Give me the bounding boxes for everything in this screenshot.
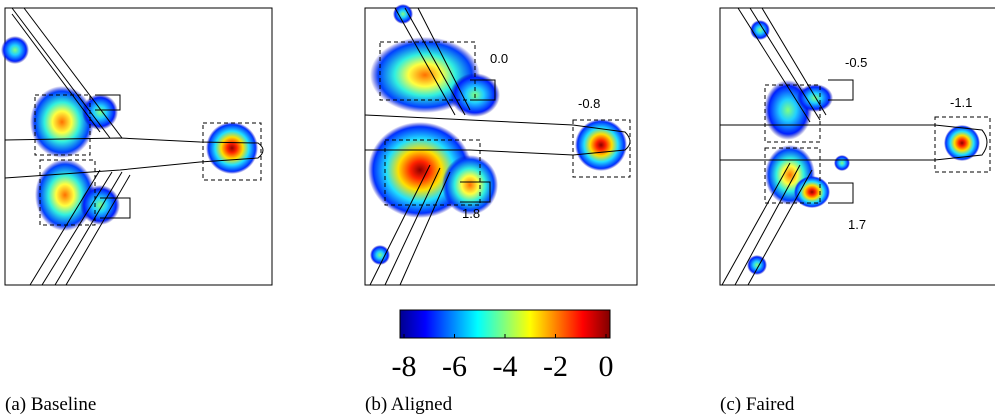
panel-baseline — [1, 7, 273, 286]
colorbar: -8 -6 -4 -2 0 — [392, 309, 614, 383]
wing-outline — [369, 164, 451, 286]
fuselage-outline — [4, 137, 264, 179]
source-blob — [944, 125, 980, 161]
panel-aligned: 0.0 -0.8 1.8 — [364, 4, 638, 286]
nacelle-outline — [828, 79, 854, 204]
source-blob — [206, 122, 258, 174]
source-blob — [575, 119, 627, 171]
nacelle-outline — [95, 94, 131, 219]
wing-outline — [29, 169, 131, 286]
source-blob — [35, 159, 95, 231]
panel-faired: -0.5 -1.1 1.7 — [719, 7, 995, 286]
annotation: 1.8 — [462, 206, 480, 221]
source-blob — [1, 36, 29, 64]
nacelle-outline — [460, 79, 496, 203]
annotation: 0.0 — [490, 51, 508, 66]
integration-box — [934, 116, 991, 173]
integration-box — [764, 147, 821, 204]
colorbar-gradient — [399, 309, 611, 339]
caption: (a) Baseline — [5, 394, 96, 415]
source-blob — [370, 245, 390, 265]
source-blob — [797, 84, 833, 112]
source-blob — [834, 155, 850, 171]
source-blob — [393, 4, 413, 24]
wing-outline — [721, 162, 813, 286]
annotation: 1.7 — [848, 217, 866, 232]
source-blob — [794, 176, 830, 208]
annotation: -0.8 — [578, 96, 600, 111]
annotation: -1.1 — [950, 95, 972, 110]
wing-outline — [737, 7, 827, 123]
integration-box — [379, 41, 476, 101]
integration-box — [39, 159, 96, 226]
source-blob — [750, 20, 770, 40]
source-blob — [442, 155, 498, 215]
colorbar-tick-label: -8 — [392, 350, 417, 383]
colorbar-tick-label: -2 — [543, 350, 568, 383]
colorbar-tick-label: 0 — [599, 350, 614, 383]
colorbar-tick-label: -6 — [442, 350, 467, 383]
source-blob — [30, 86, 94, 158]
wing-outline — [394, 7, 471, 116]
integration-box — [384, 139, 481, 206]
caption: (c) Faired — [720, 394, 795, 415]
annotation: -0.5 — [845, 55, 867, 70]
integration-box — [34, 94, 91, 156]
fuselage-outline — [720, 124, 988, 161]
colorbar-tick-label: -4 — [493, 350, 518, 383]
caption: (b) Aligned — [365, 394, 453, 415]
wing-outline — [11, 7, 123, 139]
source-blob — [80, 185, 120, 225]
integration-box — [572, 119, 631, 178]
integration-box — [202, 122, 262, 181]
